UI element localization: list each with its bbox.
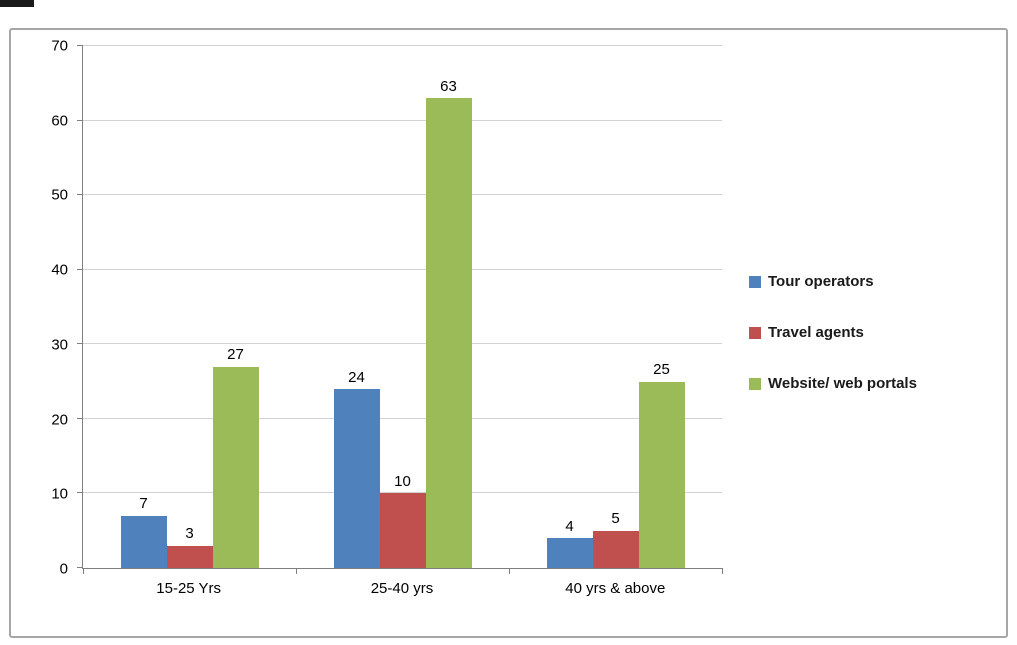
bar-tour-operators: [333, 389, 380, 568]
y-axis-tick: [77, 268, 83, 270]
legend-item-travel-agents: Travel agents: [749, 324, 917, 341]
chart-panel: 0 10 20 30 40 50 60 70 7 3 27 24 10 63 4 5 25 15-25 Yrs…: [9, 28, 1008, 638]
legend-item-tour-operators: Tour operators: [749, 273, 917, 290]
x-axis-labels: 15-25 Yrs 25-40 yrs 40 yrs & above: [82, 580, 722, 597]
gridline: [83, 492, 722, 494]
y-axis-tick: [77, 417, 83, 419]
bar-website-web-portals: [638, 381, 685, 568]
gridlines: [83, 45, 722, 568]
data-label: 7: [139, 495, 148, 513]
y-tick-label: 10: [51, 485, 68, 503]
data-label: 27: [227, 346, 244, 364]
bar-wrap: 10: [379, 46, 426, 568]
data-label: 10: [394, 472, 411, 490]
legend-item-website-web-portals: Website/ web portals: [749, 375, 917, 392]
y-tick-label: 30: [51, 336, 68, 354]
bar-wrap: 5: [592, 46, 639, 568]
y-axis-tick: [77, 492, 83, 494]
gridline: [83, 194, 722, 196]
legend-label: Website/ web portals: [768, 375, 917, 392]
data-label: 24: [348, 368, 365, 386]
bar-travel-agents: [166, 545, 213, 568]
y-axis: 0 10 20 30 40 50 60 70: [11, 39, 82, 577]
y-tick-label: 40: [51, 261, 68, 279]
gridline: [83, 343, 722, 345]
x-axis-label: 25-40 yrs: [370, 580, 434, 597]
bar-tour-operators: [546, 538, 593, 568]
bar-wrap: 4: [546, 46, 593, 568]
data-label: 3: [185, 525, 194, 543]
bar-group-40-yrs-above: 4 5 25: [509, 46, 722, 568]
plot-area: 7 3 27 24 10 63 4 5 25: [77, 45, 723, 574]
data-label: 63: [440, 77, 457, 95]
y-axis-tick: [77, 45, 83, 46]
y-axis-tick: [77, 119, 83, 121]
y-tick-label: 20: [51, 411, 68, 429]
bar-wrap: 7: [120, 46, 167, 568]
x-axis-tick: [509, 568, 510, 574]
legend-swatch-icon: [749, 377, 761, 390]
bar-wrap: 63: [425, 46, 472, 568]
legend-label: Tour operators: [768, 273, 874, 290]
data-label: 5: [611, 510, 620, 528]
bar-group-15-25-yrs: 7 3 27: [83, 46, 296, 568]
bar-website-web-portals: [212, 366, 259, 568]
y-tick-label: 60: [51, 112, 68, 130]
legend: Tour operators Travel agents Website/ web …: [749, 273, 917, 392]
legend-label: Travel agents: [768, 324, 864, 341]
gridline: [83, 119, 722, 121]
y-tick-label: 70: [51, 37, 68, 55]
data-label: 25: [653, 361, 670, 379]
bar-wrap: 25: [638, 46, 685, 568]
x-axis-label: 40 yrs & above: [565, 580, 666, 597]
legend-swatch-icon: [749, 326, 761, 339]
x-axis-tick: [296, 568, 297, 574]
gridline: [83, 417, 722, 419]
bar-tour-operators: [120, 515, 167, 568]
data-label: 4: [565, 517, 574, 535]
x-axis-tick: [722, 568, 723, 574]
gridline: [83, 45, 722, 46]
x-axis-tick: [83, 568, 84, 574]
bar-groups: 7 3 27 24 10 63 4 5 25: [83, 46, 722, 568]
y-tick-label: 0: [59, 560, 68, 578]
x-axis-label: 15-25 Yrs: [156, 580, 222, 597]
bar-wrap: 24: [333, 46, 380, 568]
screenshot-artifact: [0, 0, 34, 7]
y-tick-label: 50: [51, 186, 68, 204]
bar-group-25-40-yrs: 24 10 63: [296, 46, 509, 568]
y-axis-tick: [77, 567, 83, 568]
y-axis-tick: [77, 343, 83, 345]
bar-travel-agents: [379, 493, 426, 568]
bar-travel-agents: [592, 530, 639, 568]
bar-wrap: 27: [212, 46, 259, 568]
bar-wrap: 3: [166, 46, 213, 568]
gridline: [83, 268, 722, 270]
bar-website-web-portals: [425, 98, 472, 568]
legend-swatch-icon: [749, 275, 761, 288]
y-axis-tick: [77, 194, 83, 196]
